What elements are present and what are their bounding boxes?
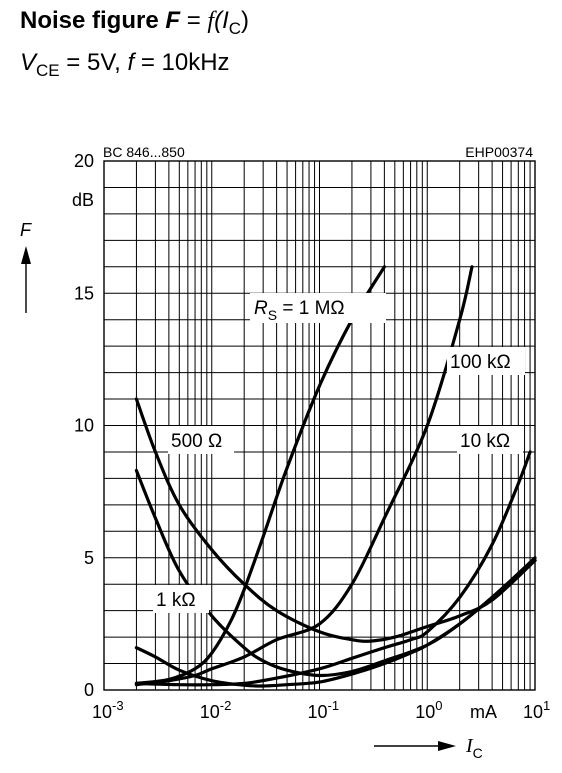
grid — [103, 160, 535, 691]
x-tick-label: 10-1 — [308, 698, 340, 722]
chart-title: Noise figure F = f(IC) — [20, 7, 249, 38]
x-tick-label: 100 — [415, 698, 442, 722]
label-10k: 10 kΩ — [460, 431, 510, 452]
curve-labels: RS = 1 MΩ 100 kΩ 10 kΩ 1 kΩ 500 Ω — [153, 293, 525, 613]
y-axis-arrow — [21, 246, 31, 313]
plot-frame — [103, 160, 536, 691]
label-bg-1meg — [250, 293, 386, 323]
y-tick-label: 10 — [74, 416, 94, 436]
label-500: 500 Ω — [171, 431, 222, 452]
series-line-0 — [134, 265, 386, 685]
y-tick-labels: 0 5 10 15 20 — [74, 151, 94, 700]
x-unit-label: mA — [470, 702, 497, 722]
label-bg-1k — [153, 585, 209, 613]
series-line-2 — [134, 450, 532, 687]
y-tick-label: 20 — [74, 151, 94, 171]
label-bg-100k — [447, 347, 525, 375]
code-label: EHP00374 — [465, 144, 533, 160]
x-tick-label: 101 — [523, 698, 550, 722]
x-tick-labels: 10-3 10-2 10-1 100 101 — [92, 698, 550, 722]
y-tick-label: 0 — [84, 680, 94, 700]
series-line-4 — [134, 468, 537, 678]
label-1meg: RS = 1 MΩ — [254, 298, 345, 323]
x-axis-arrow — [374, 741, 456, 751]
label-bg-10k — [457, 426, 523, 454]
y-unit-label: dB — [72, 190, 94, 210]
y-tick-label: 5 — [84, 548, 94, 568]
series-curves — [134, 265, 537, 688]
x-tick-label: 10-3 — [92, 698, 124, 722]
part-label: BC 846...850 — [103, 144, 185, 160]
series-line-1 — [134, 265, 474, 687]
label-bg-500 — [168, 426, 234, 454]
y-axis-label: F — [20, 220, 32, 240]
series-line-5 — [134, 397, 537, 643]
chart-subtitle: VCE = 5V, f = 10kHz — [20, 49, 230, 80]
label-100k: 100 kΩ — [450, 352, 511, 373]
x-axis-label: IC — [465, 735, 483, 761]
y-tick-label: 15 — [74, 283, 94, 303]
x-tick-label: 10-2 — [200, 698, 232, 722]
label-1k: 1 kΩ — [156, 590, 196, 611]
